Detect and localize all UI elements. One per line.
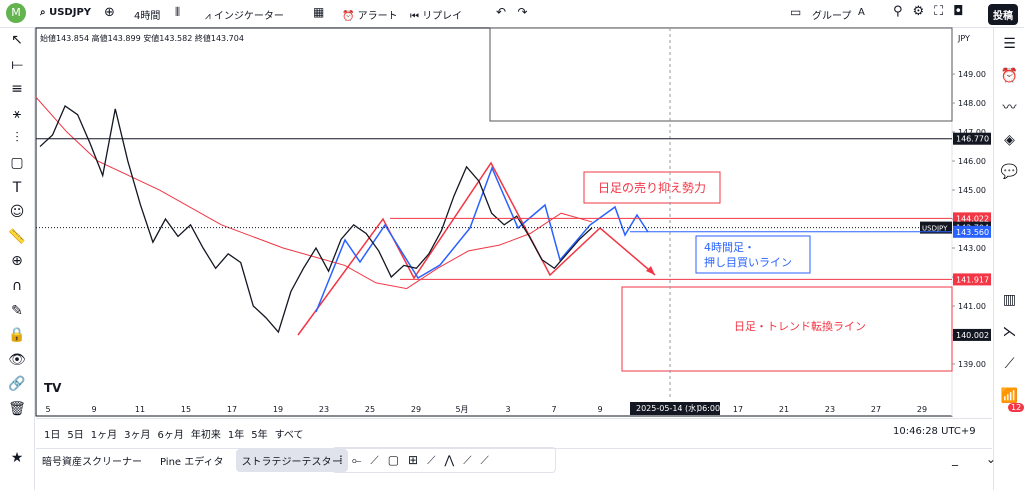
blue-zigzag [315,165,649,313]
chart-style[interactable]: ⫴ [175,5,181,19]
buy-label: 4時間足・ [704,241,755,254]
ranges: 1日 5日 1ヶ月 3ヶ月 6ヶ月 年初来 1年 5年 すべて [44,426,311,441]
undo[interactable]: ↶ ↷ [496,5,528,19]
left-toolbar: ↖ ⟝ ≡ ⚹ ⫶ ▢ T ☺ 📏 ⊕ ∩ ✎ 🔒 👁 🔗 🗑 ★ [0,28,35,490]
right-sidebar: ☰ ⏰ 〰 ◈ 💬 ▥ ⋋ ⟋ 📶 [993,28,1024,490]
trend-label: 日足・トレンド転換ライン [734,320,866,333]
level-label: 141.917 [956,275,989,284]
x-tick-label: 11 [135,405,145,414]
tabs: 暗号資産スクリーナー Pine エディタ ストラテジーテスター [36,448,992,473]
y-tick-label: 147.00 [958,128,986,137]
red-arrow [646,266,655,275]
level-label: 144.022 [956,214,989,223]
x-tick-label: 7 [551,405,556,414]
moving-average [35,96,593,290]
level-name-tag [920,221,952,234]
range-button[interactable]: 3ヶ月 [124,430,151,441]
buy-box [695,235,811,274]
y-tick-label: 146.00 [958,157,986,166]
group-letter[interactable]: A [858,7,865,18]
range-button[interactable]: すべて [274,430,304,441]
tab[interactable]: 暗号資産スクリーナー [42,457,142,468]
x-tick-label: 17 [227,405,237,414]
range-button[interactable]: 1年 [227,430,245,441]
post-button[interactable]: 投稿 [988,4,1018,25]
symbol-text: USDJPY [49,7,92,18]
logo: TV [44,381,62,395]
crosshair-date: 2025-05-14 (水) [636,403,699,413]
avatar[interactable]: M [6,3,26,23]
x-tick-label: 15 [181,405,191,414]
ohlc: 始値143.854 高値143.899 安値143.582 終値143.704 [40,33,244,43]
replay-text: リプレイ [422,11,463,22]
top-icons: ⚲⚙⛶◘ [893,4,974,19]
x-tick-label: 5 [45,405,50,414]
x-tick-label: 9 [597,405,602,414]
range-button[interactable]: 年初来 [190,430,221,441]
alert[interactable]: ⏰ アラート [342,11,398,22]
x-tick-label: 25 [365,405,375,414]
symbol[interactable]: ⌕ USDJPY [40,7,92,18]
x-tick-label: 27 [871,405,881,414]
rect-trend-zone [621,286,953,372]
crosshair-box [630,402,720,415]
x-tick-label: 17 [733,405,743,414]
alert-text: アラート [357,11,398,22]
y-tick-label: 149.00 [958,70,986,79]
range-button[interactable]: 5日 [67,430,84,441]
layout-toggle[interactable]: ▭ [790,5,802,19]
badge: 12 [1008,403,1024,412]
level-label: 143.560 [956,228,989,237]
indicators-text: インジケーター [213,11,284,22]
indicators[interactable]: ⩘ インジケーター [205,11,284,22]
tab[interactable]: Pine エディタ [160,457,224,468]
range-button[interactable]: 1ヶ月 [90,430,118,441]
range-bar [36,418,992,445]
panel-controls: _ ⌄ ▢ [952,452,1024,466]
chart-frame [35,27,953,417]
x-tick-label: 9 [91,405,96,414]
x-tick-label: 21 [779,405,789,414]
clock: 10:46:28 UTC+9 [893,426,976,437]
range-button[interactable]: 1日 [44,430,61,441]
range-button[interactable]: 5年 [251,430,268,441]
crosshair-time: 06:00 [697,404,720,413]
level-name: USDJPY [922,225,948,233]
level-tag [953,273,991,286]
layouts[interactable]: ▦ [313,5,325,19]
y-tick-label: 141.00 [958,302,986,311]
sell-box [583,171,721,204]
y-tick-label: 139.00 [958,360,986,369]
group[interactable]: グループ [812,11,852,22]
level-label: 146.770 [956,135,989,144]
range-button[interactable]: 6ヶ月 [157,430,184,441]
x-tick-label: 5月 [455,405,468,414]
y-tick-label: 145.00 [958,186,986,195]
x-tick-label: 23 [319,405,329,414]
add-symbol[interactable]: ⊕ [104,5,115,20]
x-tick-label: 29 [411,405,421,414]
buy-label: 押し目買いライン [704,255,792,269]
y-tick-label: 143.00 [958,244,986,253]
drawing-toolbar: ⁞⟜⟋▢⊞⟋⋀⟋⟋ [332,447,556,473]
x-tick-label: 29 [917,405,927,414]
replay[interactable]: ⏮ リプレイ [410,11,463,22]
level-tag [953,225,991,238]
price-line [39,104,593,334]
x-tick-label: 23 [825,405,835,414]
x-tick-label: 19 [273,405,283,414]
level-tag [953,132,991,145]
currency: JPY [957,34,970,43]
level-tag [953,212,991,225]
interval[interactable]: 4時間 [134,11,161,22]
x-tick-label: 3 [505,405,510,414]
level-label: 140.002 [956,331,989,340]
y-tick-label: 148.00 [958,99,986,108]
level-tag [953,328,991,341]
sell-label: 日足の売り抑え勢力 [598,180,706,195]
tab[interactable]: ストラテジーテスター [235,449,348,472]
rect-zone [489,27,953,122]
